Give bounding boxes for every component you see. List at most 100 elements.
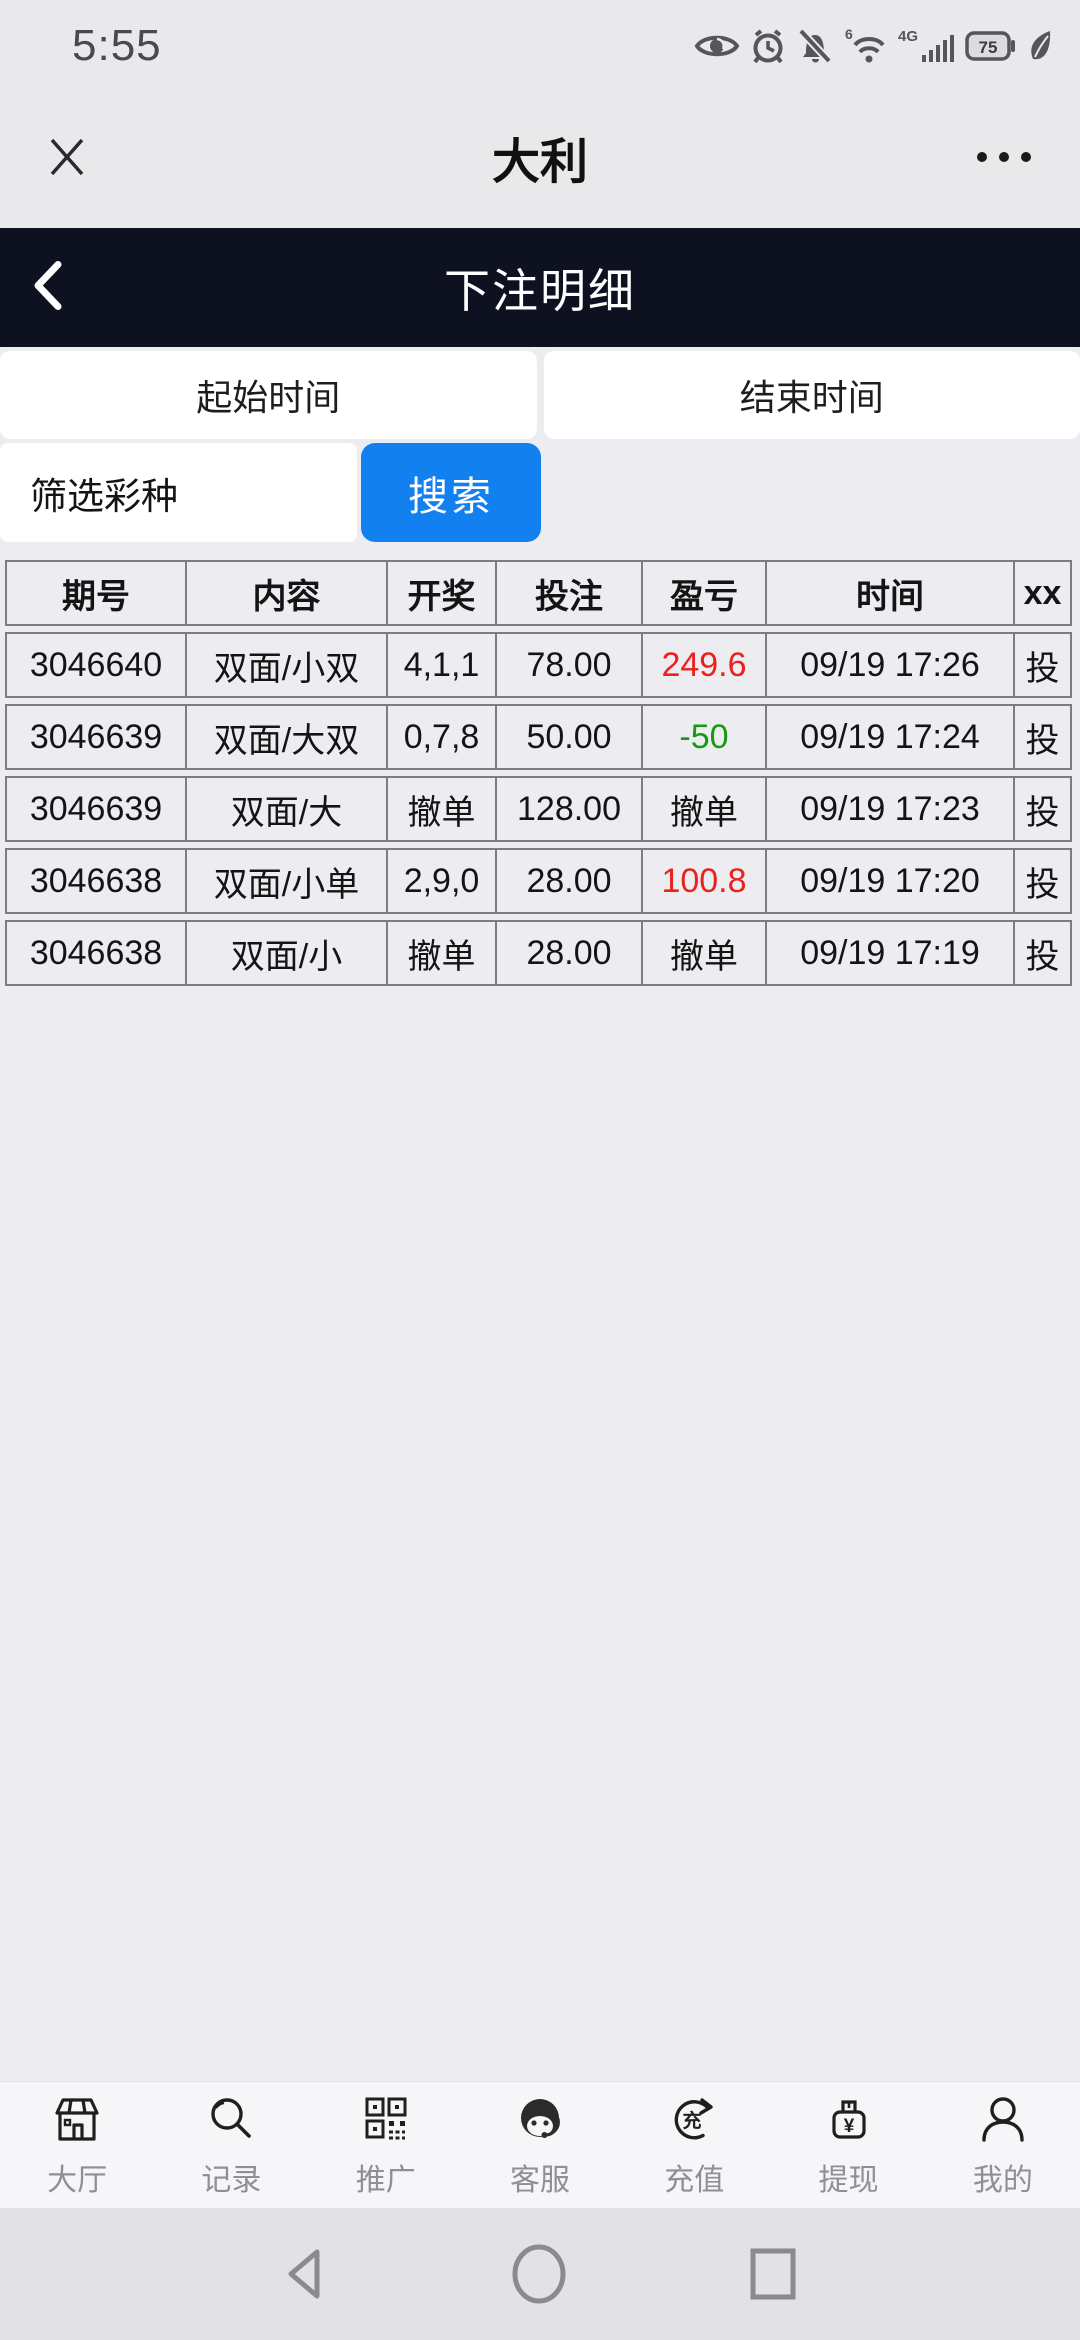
tab-label: 大厅	[47, 2163, 108, 2197]
filter-date-row: 起始时间 结束时间	[0, 351, 1080, 439]
col-header-time: 时间	[767, 562, 1015, 624]
search-button[interactable]: 搜索	[361, 443, 541, 542]
issue-cell: 3046638	[7, 850, 187, 912]
action-cell[interactable]: 投	[1025, 937, 1060, 976]
tab-recharge[interactable]: 充 充值	[617, 2092, 771, 2199]
wifi-icon: 6	[845, 27, 885, 62]
issue-cell: 3046640	[7, 634, 187, 696]
end-time-picker[interactable]: 结束时间	[543, 351, 1080, 439]
draw-cell: 0,7,8	[388, 706, 497, 768]
clock: 5:55	[72, 20, 162, 70]
profit-cell: 249.6	[643, 634, 767, 696]
table-row: 3046640 双面/小双 4,1,1 78.00 249.6 09/19 17…	[5, 632, 1072, 698]
tab-label: 提现	[818, 2163, 879, 2197]
nav-back-icon[interactable]	[279, 2244, 333, 2304]
svg-text:充: 充	[683, 2109, 702, 2132]
withdraw-icon: ¥	[831, 2099, 866, 2139]
time-cell: 09/19 17:23	[767, 778, 1015, 840]
status-bar: 5:55 6	[0, 0, 1080, 85]
bet-cell: 128.00	[497, 778, 643, 840]
time-cell: 09/19 17:26	[767, 634, 1015, 696]
tab-mine[interactable]: 我的	[926, 2092, 1080, 2199]
chevron-left-icon	[34, 260, 62, 310]
table-row: 3046638 双面/小单 2,9,0 28.00 100.8 09/19 17…	[5, 848, 1072, 914]
draw-cell: 撤单	[388, 922, 497, 984]
bet-cell: 50.00	[497, 706, 643, 768]
draw-cell: 撤单	[388, 778, 497, 840]
tab-records[interactable]: 记录	[154, 2092, 308, 2199]
more-menu-icon[interactable]	[972, 147, 1036, 167]
issue-cell: 3046638	[7, 922, 187, 984]
table-row: 3046639 双面/大 撤单 128.00 撤单 09/19 17:23 投	[5, 776, 1072, 842]
wifi-gen-label: 6	[845, 27, 853, 42]
svg-text:¥: ¥	[843, 2116, 854, 2137]
start-time-picker[interactable]: 起始时间	[0, 351, 537, 439]
bet-cell: 28.00	[497, 922, 643, 984]
battery-icon: 75	[965, 30, 1015, 61]
tab-label: 我的	[972, 2163, 1033, 2197]
draw-cell: 4,1,1	[388, 634, 497, 696]
time-cell: 09/19 17:20	[767, 850, 1015, 912]
bet-cell: 28.00	[497, 850, 643, 912]
col-header-bet: 投注	[497, 562, 643, 624]
tab-withdraw[interactable]: ¥ 提现	[771, 2092, 925, 2199]
bet-cell: 78.00	[497, 634, 643, 696]
tab-bar: 大厅 记录 推广	[0, 2081, 1080, 2208]
content-cell: 双面/小双	[187, 634, 388, 696]
storefront-icon	[55, 2097, 99, 2141]
content-cell: 双面/大双	[187, 706, 388, 768]
draw-cell: 2,9,0	[388, 850, 497, 912]
tab-customer-service[interactable]: 客服	[463, 2092, 617, 2199]
screen-title: 下注明细	[444, 264, 636, 317]
time-cell: 09/19 17:24	[767, 706, 1015, 768]
time-cell: 09/19 17:19	[767, 922, 1015, 984]
profit-cell: 撤单	[643, 922, 767, 984]
person-icon	[982, 2096, 1024, 2142]
content-cell: 双面/小	[187, 922, 388, 984]
tab-promotion[interactable]: 推广	[309, 2092, 463, 2199]
signal-icon: 4G	[898, 28, 954, 62]
alarm-icon	[753, 28, 783, 63]
power-save-icon	[1031, 30, 1051, 59]
tab-label: 客服	[509, 2163, 570, 2197]
eye-protection-icon	[694, 35, 740, 56]
page-title: 大利	[491, 135, 589, 189]
search-icon	[211, 2097, 252, 2138]
tab-label: 记录	[201, 2163, 262, 2197]
title-bar: 下注明细	[0, 228, 1080, 347]
status-icons: 6 4G 75	[694, 27, 1054, 65]
issue-cell: 3046639	[7, 778, 187, 840]
network-type-label: 4G	[898, 28, 918, 45]
tab-label: 推广	[355, 2163, 416, 2197]
action-cell[interactable]: 投	[1025, 865, 1060, 904]
close-icon[interactable]	[44, 134, 90, 180]
table-row: 3046639 双面/大双 0,7,8 50.00 -50 09/19 17:2…	[5, 704, 1072, 770]
col-header-action: xx	[1023, 573, 1062, 612]
headset-agent-icon	[520, 2098, 560, 2138]
nav-recents-icon[interactable]	[745, 2244, 801, 2304]
back-button[interactable]	[22, 252, 74, 323]
table-header-row: 期号 内容 开奖 投注 盈亏 时间 xx	[5, 560, 1072, 626]
col-header-profit: 盈亏	[643, 562, 767, 624]
bet-records-table: 期号 内容 开奖 投注 盈亏 时间 xx 3046640 双面/小双 4,1,1…	[5, 560, 1072, 992]
profit-cell: 撤单	[643, 778, 767, 840]
col-header-draw: 开奖	[388, 562, 497, 624]
recharge-icon: 充	[674, 2097, 713, 2139]
app-header: 大利	[0, 85, 1080, 228]
action-cell[interactable]: 投	[1025, 793, 1060, 832]
profit-cell: -50	[643, 706, 767, 768]
col-header-issue: 期号	[7, 562, 187, 624]
qr-code-icon	[365, 2097, 407, 2139]
action-cell[interactable]: 投	[1025, 721, 1060, 760]
action-cell[interactable]: 投	[1025, 649, 1060, 688]
table-row: 3046638 双面/小 撤单 28.00 撤单 09/19 17:19 投	[5, 920, 1072, 986]
lottery-type-select[interactable]: 筛选彩种	[0, 443, 357, 542]
tab-lobby[interactable]: 大厅	[0, 2092, 154, 2199]
content-cell: 双面/大	[187, 778, 388, 840]
profit-cell: 100.8	[643, 850, 767, 912]
issue-cell: 3046639	[7, 706, 187, 768]
nav-home-icon[interactable]	[509, 2242, 569, 2306]
tab-label: 充值	[664, 2163, 725, 2197]
mute-icon	[798, 27, 832, 64]
